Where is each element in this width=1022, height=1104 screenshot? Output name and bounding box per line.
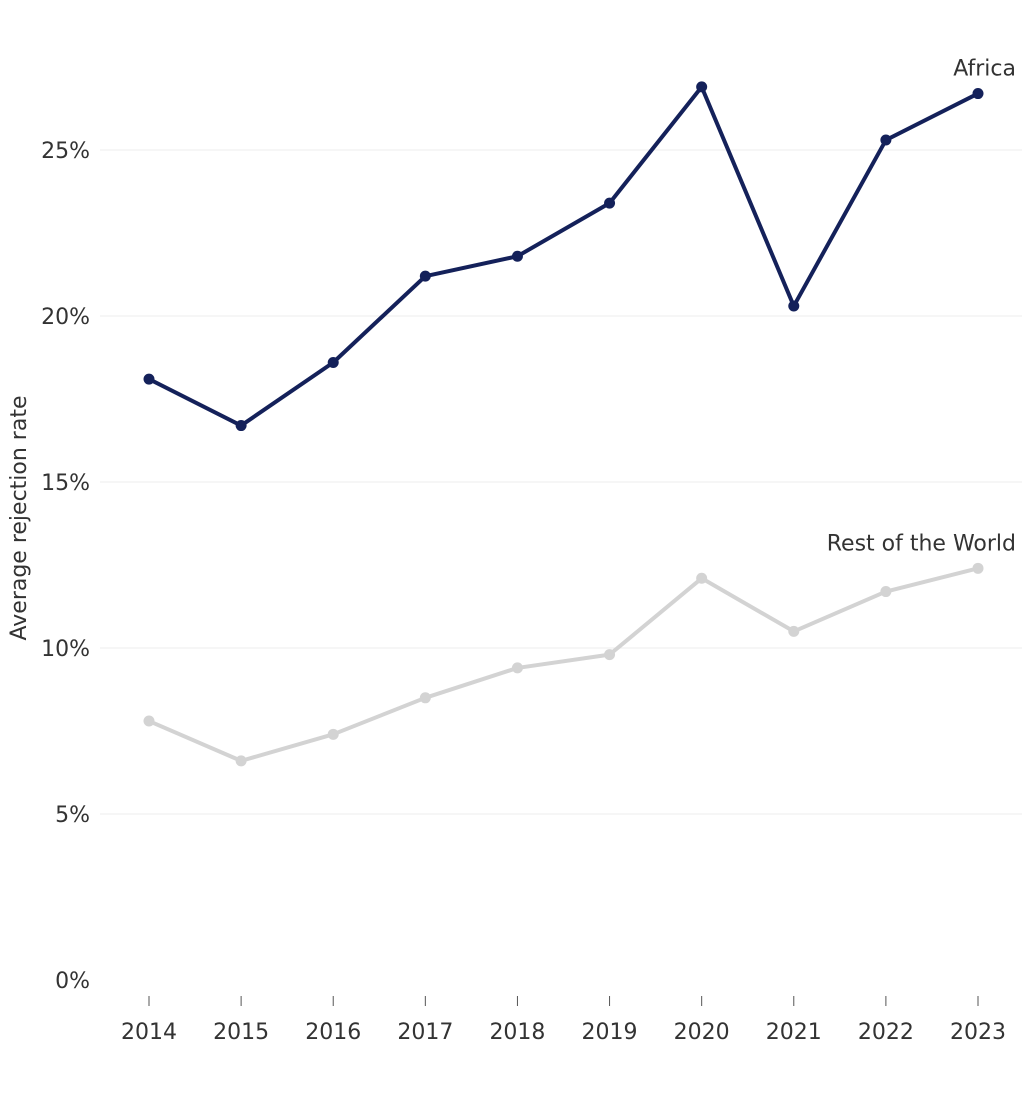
data-point (327, 356, 339, 368)
gridlines (100, 149, 1022, 815)
y-axis-title: Average rejection rate (7, 396, 32, 641)
y-tick-label: 5% (55, 803, 90, 828)
data-point (419, 692, 431, 704)
x-tick-label: 2014 (121, 1020, 177, 1045)
data-point (419, 270, 431, 282)
y-tick-label: 0% (55, 969, 90, 994)
y-tick-label: 10% (41, 637, 90, 662)
data-point (143, 715, 155, 727)
x-tick-label: 2023 (950, 1020, 1006, 1045)
series-line (147, 566, 980, 763)
y-tick-label: 15% (41, 471, 90, 496)
x-tick-label: 2019 (582, 1020, 638, 1045)
x-tick-label: 2018 (489, 1020, 545, 1045)
data-point (972, 562, 984, 574)
x-tick-label: 2015 (213, 1020, 269, 1045)
series-label: Rest of the World (827, 531, 1016, 556)
x-tick-label: 2021 (766, 1020, 822, 1045)
series-line (147, 84, 980, 428)
data-point (143, 373, 155, 385)
y-axis: 0% 5% 10% 15% 20% 25% (41, 139, 90, 994)
data-point (327, 728, 339, 740)
data-point (788, 300, 800, 312)
data-point (511, 662, 523, 674)
data-point (604, 197, 616, 209)
x-tick-label: 2020 (674, 1020, 730, 1045)
x-tick-label: 2016 (305, 1020, 361, 1045)
data-point (604, 649, 616, 661)
data-point (788, 625, 800, 637)
data-point (235, 420, 247, 432)
data-point (696, 81, 708, 93)
data-point (972, 88, 984, 100)
y-tick-label: 20% (41, 305, 90, 330)
data-point (696, 572, 708, 584)
data-point (880, 586, 892, 598)
x-tick-label: 2017 (397, 1020, 453, 1045)
series-africa: Africa (143, 57, 1016, 432)
series-label: Africa (953, 57, 1016, 82)
y-tick-label: 25% (41, 139, 90, 164)
x-tick-label: 2022 (858, 1020, 914, 1045)
series-rest-of-the-world: Rest of the World (143, 531, 1016, 767)
x-axis: 2014 2015 2016 2017 2018 2019 2020 2021 2022 2023 (121, 996, 1006, 1045)
data-point (880, 134, 892, 146)
data-point (235, 755, 247, 767)
data-point (511, 250, 523, 262)
series-group: Africa Rest of the World (143, 57, 1016, 767)
